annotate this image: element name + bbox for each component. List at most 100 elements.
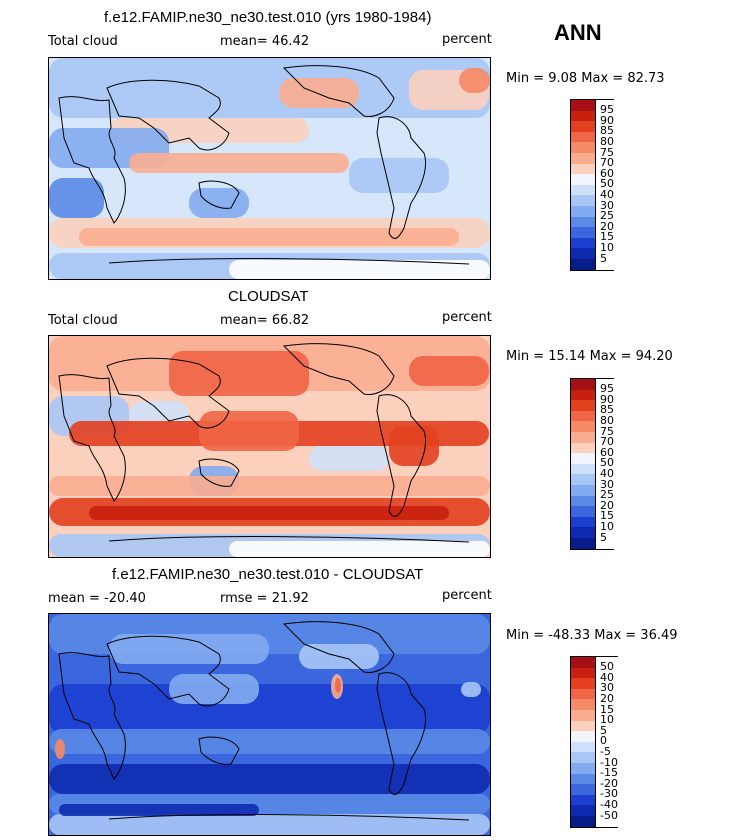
colorbar-tick-label: 15 xyxy=(600,509,614,523)
coastline xyxy=(108,536,470,543)
colorbar-swatch: 95 xyxy=(570,100,614,115)
colorbar-tick-label: 60 xyxy=(600,445,614,459)
colorbar-tick-label: 85 xyxy=(600,403,614,417)
colorbar-tick-label: 30 xyxy=(600,681,614,695)
colorbar-swatch: 60 xyxy=(570,442,614,458)
contour-region xyxy=(49,476,490,496)
colorbar-swatch: 5 xyxy=(570,720,618,736)
colorbar-tick-label: 5 xyxy=(600,251,607,265)
colorbar-swatch: 10 xyxy=(570,709,618,725)
contour-region xyxy=(189,188,249,218)
colorbar-swatch: -50 xyxy=(570,805,618,821)
colorbar-tick-label: 5 xyxy=(600,530,607,544)
colorbar-swatch: 20 xyxy=(570,216,614,232)
contour-region xyxy=(55,739,65,759)
colorbar-swatch: -10 xyxy=(570,752,618,768)
colorbar-swatch: 20 xyxy=(570,495,614,511)
colorbar-swatch: 30 xyxy=(570,195,614,211)
panel-2-minmax: Min = 15.14 Max = 94.20 xyxy=(506,349,673,364)
colorbar-tick-label: 15 xyxy=(600,702,614,716)
colorbar-swatch: -5 xyxy=(570,741,618,757)
panel-3-title: f.e12.FAMIP.ne30_ne30.test.010 - CLOUDSA… xyxy=(112,566,424,583)
panel-3-map xyxy=(48,613,491,836)
colorbar-tick-label: 50 xyxy=(600,177,614,191)
colorbar-swatch: 15 xyxy=(570,506,614,521)
colorbar-swatch: 95 xyxy=(570,379,614,394)
colorbar-tick-label: 95 xyxy=(600,382,614,396)
colorbar-swatch: 25 xyxy=(570,484,614,500)
panel-3-contour-plot xyxy=(49,614,490,835)
colorbar-tick-label: -10 xyxy=(600,755,618,769)
colorbar-swatch xyxy=(570,537,614,549)
colorbar-tick-label: 75 xyxy=(600,424,614,438)
coastline xyxy=(198,458,240,487)
colorbar-swatch: 15 xyxy=(570,699,618,715)
colorbar-swatch: 90 xyxy=(570,110,614,126)
colorbar-tick-label: 70 xyxy=(600,435,614,449)
colorbar-tick-label: -40 xyxy=(600,798,618,812)
panel-2-contour-plot xyxy=(49,336,490,557)
colorbar-tick-label: 60 xyxy=(600,166,614,180)
colorbar-swatch xyxy=(570,815,618,827)
colorbar-tick-label: 80 xyxy=(600,414,614,428)
colorbar-tick-label: 30 xyxy=(600,198,614,212)
coastline xyxy=(106,635,230,707)
colorbar-tick-label: 50 xyxy=(600,660,614,674)
contour-region xyxy=(49,764,490,794)
panel-1-units-label: percent xyxy=(442,32,492,47)
colorbar-tick-label: 20 xyxy=(600,219,614,233)
colorbar-swatch: 30 xyxy=(570,678,618,693)
contour-region xyxy=(459,68,490,93)
coastline xyxy=(108,258,470,265)
colorbar-swatch: -40 xyxy=(570,794,618,810)
colorbar-swatch: 25 xyxy=(570,205,614,221)
colorbar-swatch xyxy=(570,258,614,270)
colorbar-tick-label: 10 xyxy=(600,713,614,727)
coastline xyxy=(198,180,240,209)
coastline xyxy=(282,343,395,395)
panel-1-mean-label: mean= 46.42 xyxy=(220,34,310,49)
colorbar-tick-label: 25 xyxy=(600,209,614,223)
contour-region xyxy=(89,506,449,520)
colorbar-swatch: 80 xyxy=(570,410,614,426)
contour-region xyxy=(461,682,481,697)
colorbar-tick-label: 20 xyxy=(600,692,614,706)
colorbar-tick-label: 80 xyxy=(600,135,614,149)
contour-region xyxy=(335,678,341,693)
colorbar-swatch: 85 xyxy=(570,400,614,415)
colorbar-swatch: 15 xyxy=(570,227,614,242)
contour-region xyxy=(229,541,490,557)
colorbar-tick-label: 85 xyxy=(600,124,614,138)
colorbar-swatch: 70 xyxy=(570,431,614,447)
panel-2-units-label: percent xyxy=(442,310,492,325)
colorbar-tick-label: 25 xyxy=(600,488,614,502)
panel-2-variable-label: Total cloud xyxy=(48,313,118,328)
coastline xyxy=(282,621,395,673)
contour-region xyxy=(59,804,259,816)
coastline xyxy=(58,652,126,780)
colorbar-tick-label: 50 xyxy=(600,456,614,470)
contour-region xyxy=(409,356,489,386)
colorbar-tick-label: 75 xyxy=(600,145,614,159)
colorbar-swatch: 70 xyxy=(570,152,614,168)
contour-region xyxy=(109,634,269,664)
colorbar-swatch: 40 xyxy=(570,667,618,683)
colorbar-swatch: 60 xyxy=(570,163,614,179)
colorbar-tick-label: 40 xyxy=(600,188,614,202)
contour-region xyxy=(49,58,490,118)
colorbar-swatch: 5 xyxy=(570,248,614,264)
colorbar-tick-label: 10 xyxy=(600,520,614,534)
contour-region xyxy=(49,729,490,754)
panel-3-mean-label: mean = -20.40 xyxy=(48,591,146,606)
colorbar-swatch: 85 xyxy=(570,121,614,136)
coastline xyxy=(376,116,426,239)
coastline xyxy=(58,96,126,224)
colorbar-tick-label: 10 xyxy=(600,241,614,255)
colorbar-swatch: 40 xyxy=(570,463,614,479)
contour-region xyxy=(79,228,459,246)
colorbar-swatch: -20 xyxy=(570,773,618,789)
panel-3-minmax: Min = -48.33 Max = 36.49 xyxy=(506,628,678,643)
coastline xyxy=(376,394,426,517)
panel-1-title: f.e12.FAMIP.ne30_ne30.test.010 (yrs 1980… xyxy=(104,9,432,26)
colorbar-swatch: -30 xyxy=(570,784,618,799)
